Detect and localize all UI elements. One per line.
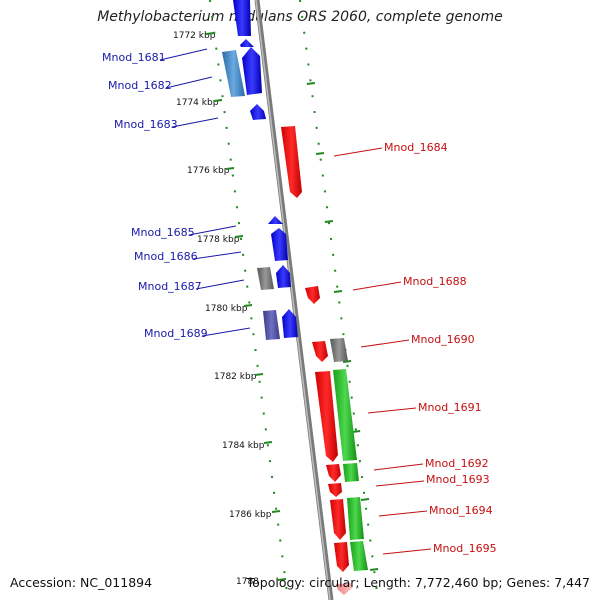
gene-label-reverse[interactable]: Mnod_1688 [403,275,467,288]
kbp-tick-label: 1780 kbp [205,304,248,314]
genome-backbone [254,0,334,600]
gene-leader-line [382,548,432,555]
feature-block[interactable] [257,267,274,290]
feature-arrow[interactable] [330,499,346,540]
gene-label-forward[interactable]: Mnod_1686 [134,250,198,263]
scale-tick-mark [315,152,325,155]
gene-leader-line [201,327,251,337]
scale-tick-mark [360,498,370,501]
gene-leader-line [367,407,417,414]
diagram-title: Methylobacterium nodulans ORS 2060, comp… [97,9,503,25]
feature-arrow[interactable] [271,228,288,261]
kbp-tick-label: 1778 kbp [197,235,240,245]
gene-label-forward[interactable]: Mnod_1687 [138,280,202,293]
gene-leader-line [373,463,424,471]
feature-rna[interactable] [347,497,364,540]
gene-label-reverse[interactable]: Mnod_1693 [426,473,490,486]
kbp-tick-label: 1786 kbp [229,510,272,520]
gene-leader-line [378,510,428,517]
kbp-tick-mark [213,99,223,102]
feature-arrow[interactable] [305,286,320,304]
reverse-strand-features [281,126,368,595]
feature-arrow[interactable] [233,0,251,36]
feature-arrow[interactable] [282,309,298,338]
scale-ticks: 1772 kbp 1774 kbp 1776 kbp 1778 kbp 1780 kbp… [173,31,287,587]
gene-leader-line [375,480,425,487]
kbp-tick-mark [205,32,215,35]
gene-label-forward[interactable]: Mnod_1685 [131,226,195,239]
feature-rna[interactable] [333,369,357,461]
kbp-tick-mark [234,235,244,238]
gene-leader-line [352,281,402,291]
feature-arrow[interactable] [250,104,266,120]
scale-tick-mark [306,82,316,85]
kbp-tick-mark [243,304,253,307]
kbp-tick-mark [277,578,287,581]
genome-backbone-highlight [255,0,331,600]
gene-leader-line [159,48,208,61]
gene-label-forward[interactable]: Mnod_1689 [144,327,208,340]
forward-strand-features [222,0,298,340]
gene-leader-line [195,279,245,290]
accession-label: Accession: NC_011894 [10,575,153,590]
feature-arrow[interactable] [281,126,302,198]
gene-label-forward[interactable]: Mnod_1682 [108,79,172,92]
feature-arrow[interactable] [268,216,283,224]
kbp-tick-mark [225,167,235,170]
topology-label: Topology: circular; Length: 7,772,460 bp… [246,575,590,590]
gene-leader-line [192,251,242,260]
gene-leader-line [360,339,410,348]
gene-label-forward[interactable]: Mnod_1683 [114,118,178,131]
kbp-tick-label: 1772 kbp [173,31,216,41]
kbp-tick-label: 1774 kbp [176,98,219,108]
forward-gene-labels: Mnod_1681 Mnod_1682 Mnod_1683 Mnod_1685 Mnod… [102,48,251,340]
gene-label-reverse[interactable]: Mnod_1691 [418,401,482,414]
kbp-tick-label: 1784 kbp [222,441,265,451]
feature-arrow[interactable] [336,583,352,595]
feature-block[interactable] [263,310,280,340]
scale-tick-mark [324,220,333,223]
feature-rna[interactable] [350,541,368,571]
kbp-tick-label: 1782 kbp [214,372,257,382]
scale-guides [209,0,379,600]
gene-label-reverse[interactable]: Mnod_1690 [411,333,475,346]
gene-leader-line [165,76,213,89]
feature-block[interactable] [330,338,348,362]
reverse-gene-labels: Mnod_1684 Mnod_1688 Mnod_1690 Mnod_1691 Mnod… [333,141,497,555]
feature-arrow[interactable] [242,47,262,95]
kbp-tick-mark [271,510,281,513]
feature-arrow[interactable] [328,483,342,497]
scale-tick-mark [342,360,352,363]
feature-arrow[interactable] [240,39,254,47]
kbp-tick-label: 1788 [236,577,259,587]
feature-block[interactable] [222,50,245,97]
feature-arrow[interactable] [315,371,338,462]
scale-tick-mark [369,568,379,571]
feature-arrow[interactable] [326,464,341,482]
gene-label-reverse[interactable]: Mnod_1694 [429,504,493,517]
gene-label-forward[interactable]: Mnod_1681 [102,51,166,64]
gene-leader-line [171,117,219,128]
gene-label-reverse[interactable]: Mnod_1684 [384,141,448,154]
gene-label-reverse[interactable]: Mnod_1695 [433,542,497,555]
feature-arrow[interactable] [276,265,291,288]
gene-leader-line [188,225,237,236]
kbp-tick-mark [254,373,264,376]
kbp-tick-label: 1776 kbp [187,166,230,176]
feature-arrow[interactable] [312,341,328,362]
kbp-tick-mark [263,441,273,444]
feature-arrow[interactable] [334,542,349,572]
gene-label-reverse[interactable]: Mnod_1692 [425,457,489,470]
gene-leader-line [333,147,383,157]
scale-tick-mark [333,290,343,293]
feature-rna[interactable] [343,463,359,482]
